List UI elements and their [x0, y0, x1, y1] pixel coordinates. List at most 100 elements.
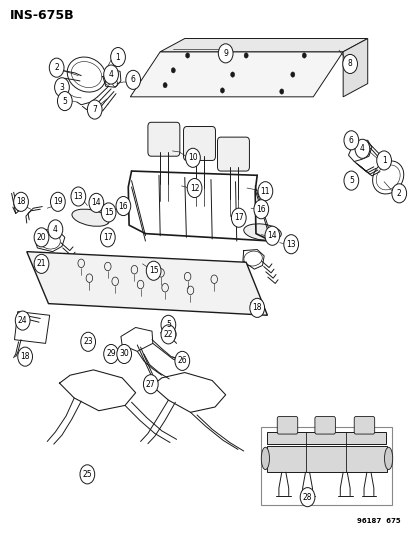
- Text: 6: 6: [131, 75, 135, 84]
- Circle shape: [185, 148, 200, 167]
- Text: 18: 18: [252, 303, 261, 312]
- FancyBboxPatch shape: [354, 417, 374, 434]
- Text: 7: 7: [92, 105, 97, 114]
- Circle shape: [244, 53, 248, 58]
- Ellipse shape: [261, 447, 269, 470]
- Text: 8: 8: [347, 60, 351, 68]
- Text: 25: 25: [82, 470, 92, 479]
- Circle shape: [143, 375, 158, 394]
- Circle shape: [116, 197, 131, 216]
- Text: 13: 13: [74, 192, 83, 201]
- Circle shape: [100, 228, 115, 247]
- Circle shape: [101, 203, 116, 222]
- Circle shape: [110, 47, 125, 67]
- Text: 20: 20: [37, 233, 46, 242]
- Circle shape: [391, 184, 406, 203]
- Text: 21: 21: [37, 260, 46, 268]
- Text: 11: 11: [260, 187, 270, 196]
- Text: 14: 14: [267, 231, 276, 240]
- Text: 18: 18: [20, 352, 30, 361]
- Text: INS-675B: INS-675B: [9, 10, 74, 22]
- Circle shape: [55, 78, 69, 97]
- Text: 16: 16: [118, 201, 128, 211]
- Circle shape: [161, 316, 176, 334]
- Circle shape: [34, 228, 49, 247]
- Circle shape: [230, 72, 234, 77]
- Circle shape: [257, 182, 272, 201]
- Text: 26: 26: [177, 357, 187, 366]
- Text: 2: 2: [396, 189, 401, 198]
- Circle shape: [87, 100, 102, 119]
- Text: 4: 4: [108, 70, 113, 79]
- Circle shape: [161, 325, 176, 344]
- Text: 17: 17: [233, 213, 243, 222]
- Circle shape: [342, 54, 356, 74]
- Circle shape: [80, 465, 95, 484]
- Text: 5: 5: [62, 96, 67, 106]
- Text: 1: 1: [115, 53, 120, 62]
- Text: 27: 27: [146, 379, 155, 389]
- FancyBboxPatch shape: [147, 122, 179, 156]
- Text: 3: 3: [59, 83, 64, 92]
- Text: 18: 18: [16, 197, 26, 206]
- Circle shape: [290, 72, 294, 77]
- Circle shape: [104, 344, 118, 364]
- FancyBboxPatch shape: [183, 126, 215, 160]
- Circle shape: [264, 226, 279, 245]
- Circle shape: [126, 70, 140, 90]
- Circle shape: [354, 139, 369, 158]
- Text: 19: 19: [53, 197, 62, 206]
- Text: 15: 15: [104, 208, 113, 217]
- Text: 22: 22: [163, 330, 173, 339]
- Circle shape: [376, 151, 391, 170]
- Text: 24: 24: [18, 316, 27, 325]
- Circle shape: [253, 200, 268, 219]
- Circle shape: [187, 179, 202, 198]
- Polygon shape: [27, 252, 267, 316]
- Circle shape: [14, 192, 28, 212]
- FancyBboxPatch shape: [217, 137, 249, 171]
- Circle shape: [231, 208, 246, 227]
- Circle shape: [301, 53, 306, 58]
- Circle shape: [185, 53, 189, 58]
- Circle shape: [218, 44, 233, 63]
- Circle shape: [283, 235, 298, 254]
- Polygon shape: [267, 432, 385, 444]
- Circle shape: [81, 332, 95, 351]
- Text: 1: 1: [381, 156, 385, 165]
- Text: 30: 30: [119, 350, 129, 359]
- Text: 12: 12: [190, 183, 199, 192]
- Text: 29: 29: [106, 350, 116, 359]
- Text: 4: 4: [359, 144, 364, 154]
- Circle shape: [57, 92, 72, 111]
- Text: 28: 28: [302, 492, 311, 502]
- Ellipse shape: [384, 447, 392, 470]
- Circle shape: [343, 131, 358, 150]
- Text: 4: 4: [53, 225, 58, 234]
- FancyBboxPatch shape: [277, 417, 297, 434]
- Circle shape: [15, 311, 30, 330]
- Text: 96187  675: 96187 675: [356, 518, 400, 524]
- Ellipse shape: [243, 224, 280, 240]
- Polygon shape: [342, 38, 367, 97]
- Text: 5: 5: [166, 320, 171, 329]
- Circle shape: [104, 65, 118, 84]
- Circle shape: [171, 68, 175, 73]
- Polygon shape: [160, 38, 367, 52]
- Text: 6: 6: [348, 136, 353, 145]
- Circle shape: [175, 351, 189, 370]
- Circle shape: [18, 347, 32, 366]
- FancyBboxPatch shape: [314, 417, 335, 434]
- Circle shape: [50, 192, 65, 212]
- Circle shape: [89, 193, 104, 213]
- Ellipse shape: [72, 209, 109, 227]
- Text: 13: 13: [286, 240, 295, 249]
- Circle shape: [343, 171, 358, 190]
- Circle shape: [71, 187, 85, 206]
- Circle shape: [299, 488, 314, 507]
- Circle shape: [249, 298, 264, 317]
- Circle shape: [48, 220, 63, 239]
- Text: 9: 9: [223, 49, 228, 58]
- Circle shape: [220, 88, 224, 93]
- Polygon shape: [266, 446, 386, 472]
